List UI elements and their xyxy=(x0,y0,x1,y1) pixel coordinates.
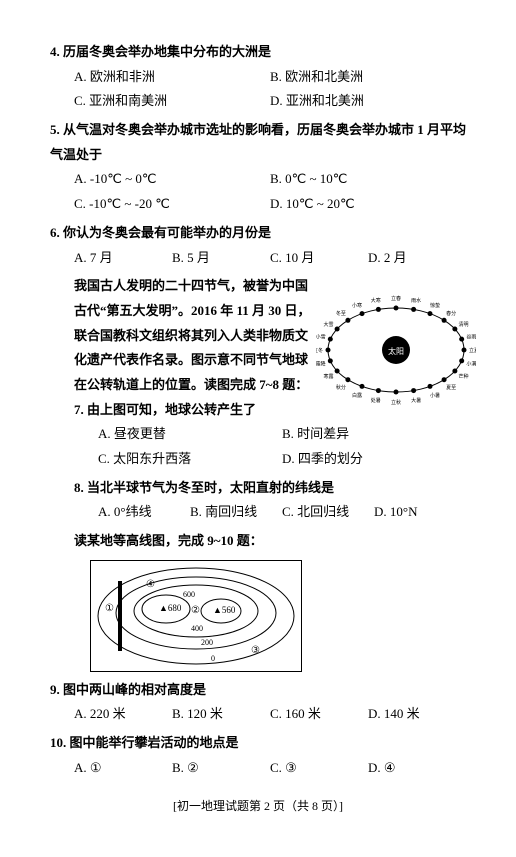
q5-opt-a: A. -10℃ ~ 0℃ xyxy=(74,167,270,192)
q8-stem: 8. 当北半球节气为冬至时，太阳直射的纬线是 xyxy=(50,476,466,501)
q5-stem: 5. 从气温对冬奥会举办城市选址的影响看，历届冬奥会举办城市 1 月平均气温处于 xyxy=(50,118,466,167)
q10-opt-b: B. ② xyxy=(172,756,270,781)
contour-map: ▲680 ▲560 600 400 200 0 ① ② ③ ④ xyxy=(90,560,302,672)
svg-text:▲680: ▲680 xyxy=(159,603,182,613)
q8-row: A. 0°纬线 B. 南回归线 C. 北回归线 D. 10°N xyxy=(50,500,466,525)
passage-7-8-block: 我国古人发明的二十四节气，被誉为中国古代“第五大发明”。2016 年 11 月 … xyxy=(50,274,466,397)
question-10: 10. 图中能举行攀岩活动的地点是 A. ① B. ② C. ③ D. ④ xyxy=(50,731,466,780)
q5-row1: A. -10℃ ~ 0℃ B. 0℃ ~ 10℃ xyxy=(50,167,466,192)
svg-text:小雪: 小雪 xyxy=(316,334,326,341)
svg-text:②: ② xyxy=(191,605,200,616)
svg-text:600: 600 xyxy=(183,590,195,599)
q9-opt-d: D. 140 米 xyxy=(368,702,466,727)
q6-opt-d: D. 2 月 xyxy=(368,246,466,271)
svg-text:立冬: 立冬 xyxy=(316,347,323,354)
q7-opt-d: D. 四季的划分 xyxy=(282,447,466,472)
svg-text:夏至: 夏至 xyxy=(446,385,456,391)
svg-text:寒露: 寒露 xyxy=(323,373,333,380)
q8-opt-b: B. 南回归线 xyxy=(190,500,282,525)
svg-text:小寒: 小寒 xyxy=(352,302,362,309)
q4-row2: C. 亚洲和南美洲 D. 亚洲和北美洲 xyxy=(50,89,466,114)
svg-text:大寒: 大寒 xyxy=(371,297,381,304)
q4-opt-d: D. 亚洲和北美洲 xyxy=(270,89,466,114)
svg-text:立秋: 立秋 xyxy=(391,399,401,406)
q6-opt-c: C. 10 月 xyxy=(270,246,368,271)
svg-text:▲560: ▲560 xyxy=(213,605,236,615)
q7-opt-a: A. 昼夜更替 xyxy=(98,422,282,447)
svg-text:大暑: 大暑 xyxy=(411,397,421,404)
q6-opt-a: A. 7 月 xyxy=(74,246,172,271)
svg-text:清明: 清明 xyxy=(459,321,469,328)
svg-text:雨水: 雨水 xyxy=(411,297,421,304)
svg-text:芒种: 芒种 xyxy=(459,373,469,380)
q9-opt-b: B. 120 米 xyxy=(172,702,270,727)
page-footer: [初一地理试题第 2 页（共 8 页）] xyxy=(50,795,466,818)
svg-text:小满: 小满 xyxy=(466,361,476,368)
svg-text:小暑: 小暑 xyxy=(430,392,440,399)
q4-stem: 4. 历届冬奥会举办地集中分布的大洲是 xyxy=(50,40,466,65)
passage-7-8: 我国古人发明的二十四节气，被誉为中国古代“第五大发明”。2016 年 11 月 … xyxy=(50,274,315,397)
svg-text:冬至: 冬至 xyxy=(336,310,346,317)
q5-opt-d: D. 10℃ ~ 20℃ xyxy=(270,192,466,217)
q7-row1: A. 昼夜更替 B. 时间差异 xyxy=(50,422,466,447)
svg-text:立夏: 立夏 xyxy=(469,347,476,354)
passage-9-10: 读某地等高线图，完成 9~10 题： xyxy=(50,529,466,554)
q5-opt-b: B. 0℃ ~ 10℃ xyxy=(270,167,466,192)
sun-label: 太阳 xyxy=(388,346,404,356)
q4-opt-a: A. 欧洲和非洲 xyxy=(74,65,270,90)
q10-opt-c: C. ③ xyxy=(270,756,368,781)
q4-row1: A. 欧洲和非洲 B. 欧洲和北美洲 xyxy=(50,65,466,90)
svg-text:200: 200 xyxy=(201,638,213,647)
q10-opt-a: A. ① xyxy=(74,756,172,781)
question-8: 8. 当北半球节气为冬至时，太阳直射的纬线是 A. 0°纬线 B. 南回归线 C… xyxy=(50,476,466,525)
q6-stem: 6. 你认为冬奥会最有可能举办的月份是 xyxy=(50,221,466,246)
q4-opt-c: C. 亚洲和南美洲 xyxy=(74,89,270,114)
q10-row: A. ① B. ② C. ③ D. ④ xyxy=(50,756,466,781)
svg-text:处暑: 处暑 xyxy=(371,397,381,404)
svg-text:0: 0 xyxy=(211,654,215,663)
q5-row2: C. -10℃ ~ -20 ℃ D. 10℃ ~ 20℃ xyxy=(50,192,466,217)
q6-row: A. 7 月 B. 5 月 C. 10 月 D. 2 月 xyxy=(50,246,466,271)
svg-text:①: ① xyxy=(105,603,114,614)
svg-text:霜降: 霜降 xyxy=(316,361,326,368)
svg-text:白露: 白露 xyxy=(352,392,362,399)
q9-opt-c: C. 160 米 xyxy=(270,702,368,727)
question-9: 9. 图中两山峰的相对高度是 A. 220 米 B. 120 米 C. 160 … xyxy=(50,678,466,727)
solar-terms-diagram: 太阳 立春 雨水惊蛰春分清明谷雨立夏小满芒种夏至小暑大暑 立秋 处暑 白露秋分寒露 霜降 立… xyxy=(316,280,476,420)
q7-opt-c: C. 太阳东升西落 xyxy=(98,447,282,472)
svg-text:惊蛰: 惊蛰 xyxy=(430,302,440,309)
q8-opt-d: D. 10°N xyxy=(374,500,466,525)
svg-text:立春: 立春 xyxy=(391,295,401,302)
svg-text:③: ③ xyxy=(251,645,260,656)
q4-opt-b: B. 欧洲和北美洲 xyxy=(270,65,466,90)
question-5: 5. 从气温对冬奥会举办城市选址的影响看，历届冬奥会举办城市 1 月平均气温处于… xyxy=(50,118,466,217)
q6-opt-b: B. 5 月 xyxy=(172,246,270,271)
question-6: 6. 你认为冬奥会最有可能举办的月份是 A. 7 月 B. 5 月 C. 10 … xyxy=(50,221,466,270)
svg-text:400: 400 xyxy=(191,624,203,633)
q7-row2: C. 太阳东升西落 D. 四季的划分 xyxy=(50,447,466,472)
svg-text:春分: 春分 xyxy=(446,310,456,317)
q7-opt-b: B. 时间差异 xyxy=(282,422,466,447)
q5-opt-c: C. -10℃ ~ -20 ℃ xyxy=(74,192,270,217)
q8-opt-c: C. 北回归线 xyxy=(282,500,374,525)
svg-text:大雪: 大雪 xyxy=(323,321,333,328)
q9-stem: 9. 图中两山峰的相对高度是 xyxy=(50,678,466,703)
svg-text:秋分: 秋分 xyxy=(336,384,346,391)
q9-row: A. 220 米 B. 120 米 C. 160 米 D. 140 米 xyxy=(50,702,466,727)
svg-text:谷雨: 谷雨 xyxy=(466,334,476,341)
svg-text:④: ④ xyxy=(146,579,155,590)
q10-stem: 10. 图中能举行攀岩活动的地点是 xyxy=(50,731,466,756)
q8-opt-a: A. 0°纬线 xyxy=(98,500,190,525)
q9-opt-a: A. 220 米 xyxy=(74,702,172,727)
q10-opt-d: D. ④ xyxy=(368,756,466,781)
question-4: 4. 历届冬奥会举办地集中分布的大洲是 A. 欧洲和非洲 B. 欧洲和北美洲 C… xyxy=(50,40,466,114)
